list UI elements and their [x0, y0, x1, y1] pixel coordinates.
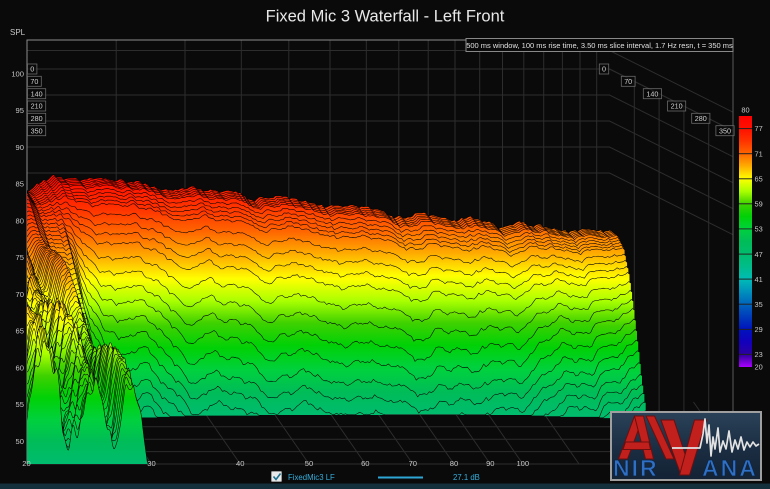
- svg-text:350: 350: [31, 126, 43, 135]
- svg-text:70: 70: [409, 459, 417, 468]
- svg-text:60: 60: [361, 459, 369, 468]
- svg-text:65: 65: [755, 174, 763, 183]
- svg-text:75: 75: [16, 253, 24, 262]
- svg-text:210: 210: [671, 102, 683, 111]
- svg-text:41: 41: [755, 275, 763, 284]
- svg-text:280: 280: [31, 114, 43, 123]
- svg-text:23: 23: [755, 350, 763, 359]
- svg-text:280: 280: [695, 114, 707, 123]
- svg-text:59: 59: [755, 200, 763, 209]
- svg-text:27.1 dB: 27.1 dB: [453, 473, 480, 482]
- svg-text:30: 30: [147, 459, 155, 468]
- svg-text:47: 47: [755, 250, 763, 259]
- svg-text:70: 70: [624, 77, 632, 86]
- svg-text:Fixed Mic 3 Waterfall - Left F: Fixed Mic 3 Waterfall - Left Front: [266, 8, 505, 26]
- svg-text:0: 0: [602, 65, 606, 74]
- svg-text:60: 60: [16, 364, 24, 373]
- svg-text:90: 90: [486, 459, 494, 468]
- svg-text:ANA: ANA: [702, 455, 758, 481]
- svg-text:100: 100: [11, 69, 24, 78]
- svg-text:71: 71: [755, 149, 763, 158]
- svg-text:FixedMic3 LF: FixedMic3 LF: [288, 473, 335, 482]
- svg-text:20: 20: [22, 459, 30, 468]
- svg-text:35: 35: [755, 300, 763, 309]
- svg-text:77: 77: [755, 124, 763, 133]
- svg-text:80: 80: [16, 216, 24, 225]
- svg-text:80: 80: [450, 459, 458, 468]
- svg-text:50: 50: [16, 437, 24, 446]
- svg-text:95: 95: [16, 106, 24, 115]
- svg-text:85: 85: [16, 180, 24, 189]
- svg-text:29: 29: [755, 325, 763, 334]
- svg-text:90: 90: [16, 143, 24, 152]
- svg-text:40: 40: [236, 459, 244, 468]
- svg-text:NIR: NIR: [613, 455, 659, 481]
- svg-text:210: 210: [31, 102, 43, 111]
- svg-text:70: 70: [16, 290, 24, 299]
- svg-text:100: 100: [516, 459, 529, 468]
- svg-text:53: 53: [755, 225, 763, 234]
- svg-text:SPL: SPL: [10, 28, 26, 37]
- svg-text:50: 50: [305, 459, 313, 468]
- svg-text:80: 80: [741, 106, 749, 115]
- svg-text:55: 55: [16, 400, 24, 409]
- svg-text:350: 350: [719, 126, 731, 135]
- svg-text:140: 140: [646, 89, 658, 98]
- svg-text:65: 65: [16, 327, 24, 336]
- svg-text:0: 0: [30, 65, 34, 74]
- svg-text:140: 140: [31, 89, 43, 98]
- svg-text:500 ms window, 100 ms rise tim: 500 ms window, 100 ms rise time, 3.50 ms…: [466, 41, 733, 50]
- svg-text:70: 70: [30, 77, 38, 86]
- svg-text:20: 20: [755, 363, 763, 372]
